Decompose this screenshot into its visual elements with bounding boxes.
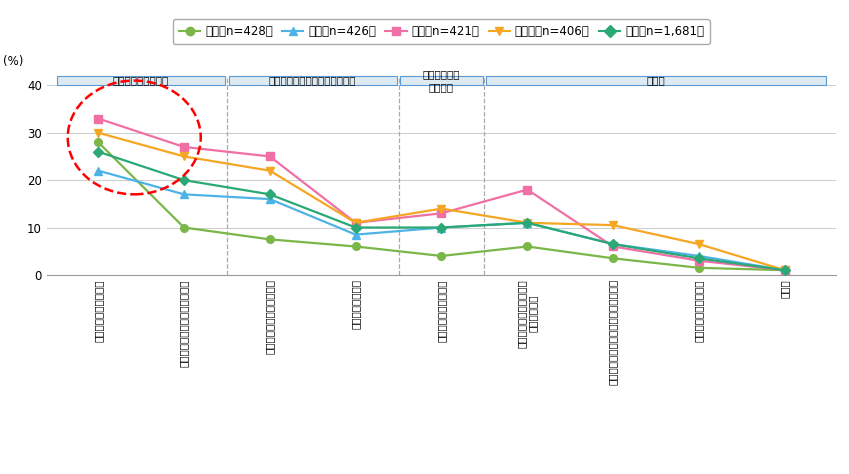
- 全体（n=1,681）: [608, 241, 618, 247]
- 全体（n=1,681）: [694, 255, 704, 261]
- 米国（n=426）: [93, 168, 104, 173]
- Line: 日本（n=428）: 日本（n=428）: [94, 138, 789, 274]
- 日本（n=428）: [779, 267, 790, 273]
- 米国（n=426）: [608, 241, 618, 247]
- Text: (%): (%): [3, 55, 24, 68]
- 英国（n=421）: [522, 187, 532, 192]
- 日本（n=428）: [179, 225, 189, 230]
- 日本（n=428）: [265, 237, 275, 242]
- Text: 改修コスト・通信コストの増加: 改修コスト・通信コストの増加: [269, 75, 357, 86]
- 全体（n=1,681）: [179, 177, 189, 183]
- 日本（n=428）: [93, 139, 104, 145]
- Line: 米国（n=426）: 米国（n=426）: [94, 167, 789, 274]
- 英国（n=421）: [351, 220, 361, 226]
- 米国（n=426）: [265, 196, 275, 202]
- 米国（n=426）: [179, 191, 189, 197]
- 米国（n=426）: [436, 225, 447, 230]
- Line: 全体（n=1,681）: 全体（n=1,681）: [94, 148, 789, 274]
- 英国（n=421）: [779, 267, 790, 273]
- 全体（n=1,681）: [93, 149, 104, 155]
- ドイツ（n=406）: [265, 168, 275, 173]
- Line: ドイツ（n=406）: ドイツ（n=406）: [94, 129, 789, 274]
- 日本（n=428）: [522, 244, 532, 249]
- 全体（n=1,681）: [351, 225, 361, 230]
- Line: 英国（n=421）: 英国（n=421）: [94, 115, 789, 274]
- ドイツ（n=406）: [608, 222, 618, 228]
- 米国（n=426）: [694, 253, 704, 259]
- 英国（n=421）: [436, 210, 447, 216]
- ドイツ（n=406）: [522, 220, 532, 226]
- 全体（n=1,681）: [522, 220, 532, 226]
- 日本（n=428）: [608, 255, 618, 261]
- 全体（n=1,681）: [436, 225, 447, 230]
- 米国（n=426）: [351, 232, 361, 237]
- 日本（n=428）: [351, 244, 361, 249]
- Bar: [57, 76, 225, 85]
- 英国（n=421）: [265, 154, 275, 159]
- 英国（n=421）: [608, 244, 618, 249]
- 全体（n=1,681）: [779, 267, 790, 273]
- Text: その他: その他: [647, 75, 666, 86]
- Bar: [228, 76, 396, 85]
- Bar: [486, 76, 826, 85]
- Text: セキュリティの担保: セキュリティの担保: [113, 75, 169, 86]
- ドイツ（n=406）: [436, 206, 447, 211]
- 米国（n=426）: [522, 220, 532, 226]
- ドイツ（n=406）: [179, 154, 189, 159]
- ドイツ（n=406）: [351, 220, 361, 226]
- ドイツ（n=406）: [779, 267, 790, 273]
- 英国（n=421）: [179, 144, 189, 150]
- ドイツ（n=406）: [93, 130, 104, 136]
- 米国（n=426）: [779, 267, 790, 273]
- Text: カスタマイズ
性の不足: カスタマイズ 性の不足: [423, 69, 460, 92]
- 日本（n=428）: [694, 265, 704, 271]
- Legend: 日本（n=428）, 米国（n=426）, 英国（n=421）, ドイツ（n=406）, 全体（n=1,681）: 日本（n=428）, 米国（n=426）, 英国（n=421）, ドイツ（n=4…: [173, 19, 710, 44]
- 全体（n=1,681）: [265, 191, 275, 197]
- Bar: [400, 76, 483, 85]
- 日本（n=428）: [436, 253, 447, 259]
- 英国（n=421）: [694, 258, 704, 264]
- 英国（n=421）: [93, 116, 104, 121]
- ドイツ（n=406）: [694, 241, 704, 247]
